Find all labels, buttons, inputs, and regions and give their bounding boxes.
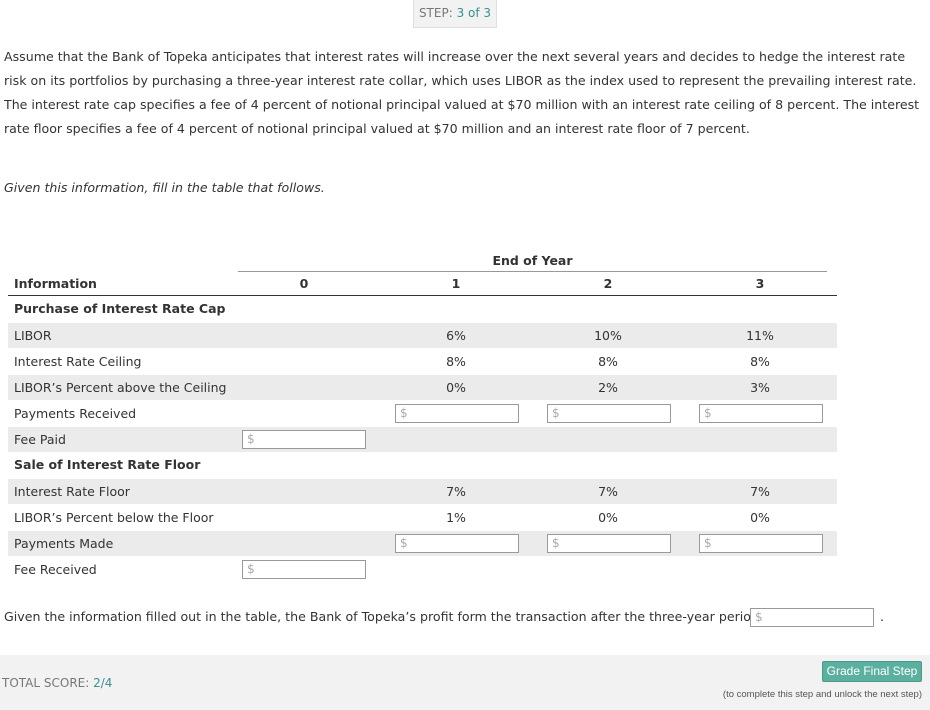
input-box[interactable]: $ (547, 404, 671, 423)
profit-input[interactable]: $ (750, 608, 874, 627)
problem-text: Assume that the Bank of Topeka anticipat… (4, 49, 920, 136)
score-value: 2/4 (93, 676, 113, 690)
rule (8, 295, 837, 296)
input-placeholder: $ (247, 562, 255, 576)
input-placeholder: $ (552, 406, 560, 420)
input-box[interactable]: $ (242, 430, 366, 449)
cell-value: 7% (446, 484, 466, 499)
input-placeholder: $ (704, 536, 712, 550)
row-label: Fee Received (14, 562, 97, 577)
input-box[interactable]: $ (242, 560, 366, 579)
cell-value: 0% (598, 510, 618, 525)
cell-value: 6% (446, 328, 466, 343)
rule (238, 271, 827, 272)
input-placeholder: $ (400, 406, 408, 420)
cell-value: 7% (750, 484, 770, 499)
cell-value: 1% (446, 510, 466, 525)
cell-value: 8% (598, 354, 618, 369)
cell-value: 8% (446, 354, 466, 369)
step-label: STEP: (418, 6, 453, 20)
group-header: End of Year (492, 253, 573, 268)
input-placeholder: $ (400, 536, 408, 550)
score-label: TOTAL SCORE: (2, 676, 90, 690)
cell-value: 2% (598, 380, 618, 395)
column-header: 0 (299, 276, 309, 291)
grade-button[interactable]: Grade Final Step (822, 661, 922, 682)
input-box[interactable]: $ (547, 534, 671, 553)
row-label: Payments Received (14, 406, 137, 421)
input-box[interactable]: $ (699, 534, 823, 553)
row-label: LIBOR’s Percent above the Ceiling (14, 380, 227, 395)
step-tab: STEP: 3 of 3 (413, 0, 497, 28)
row-label: Interest Rate Floor (14, 484, 130, 499)
row-label: LIBOR (14, 328, 52, 343)
input-box[interactable]: $ (395, 404, 519, 423)
cell-value: 10% (594, 328, 622, 343)
step-value: 3 of 3 (456, 6, 492, 20)
column-header: Information (14, 276, 97, 291)
cell-value: 0% (750, 510, 770, 525)
column-header: 1 (451, 276, 461, 291)
cell-value: 0% (446, 380, 466, 395)
column-header: 2 (603, 276, 613, 291)
row-label: Interest Rate Ceiling (14, 354, 142, 369)
cell-value: 11% (746, 328, 774, 343)
row-label: Fee Paid (14, 432, 66, 447)
score: TOTAL SCORE: 2/4 (2, 676, 112, 690)
input-placeholder: $ (704, 406, 712, 420)
input-placeholder: $ (755, 610, 763, 624)
cell-value: 8% (750, 354, 770, 369)
conclusion-end: . (880, 609, 885, 624)
row-shade (8, 323, 837, 348)
row-shade (8, 375, 837, 400)
footer: TOTAL SCORE: 2/4 Grade Final Step (to co… (0, 655, 930, 710)
row-label: Payments Made (14, 536, 114, 551)
row-shade (8, 427, 837, 452)
column-header: 3 (755, 276, 765, 291)
input-placeholder: $ (247, 432, 255, 446)
cell-value: 3% (750, 380, 770, 395)
input-box[interactable]: $ (699, 404, 823, 423)
section-label: Sale of Interest Rate Floor (14, 457, 201, 472)
cell-value: 7% (598, 484, 618, 499)
instruction: Given this information, fill in the tabl… (4, 180, 325, 195)
input-box[interactable]: $ (395, 534, 519, 553)
input-placeholder: $ (552, 536, 560, 550)
row-shade (8, 479, 837, 504)
section-label: Purchase of Interest Rate Cap (14, 301, 226, 316)
button-note: (to complete this step and unlock the ne… (722, 689, 922, 700)
conclusion-text: Given the information filled out in the … (4, 609, 774, 624)
row-label: LIBOR’s Percent below the Floor (14, 510, 214, 525)
